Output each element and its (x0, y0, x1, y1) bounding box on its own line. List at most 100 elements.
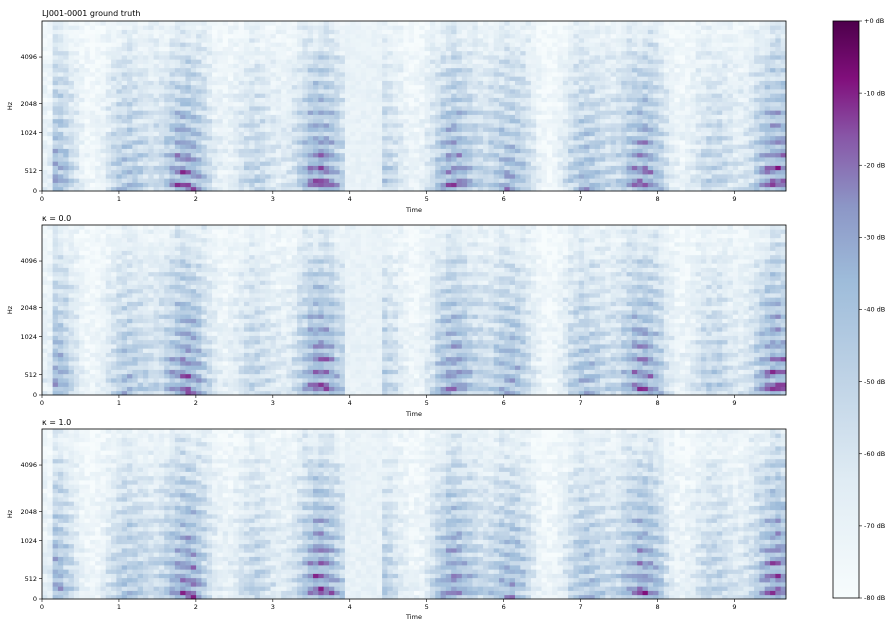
spectrogram-cell (121, 55, 128, 60)
spectrogram-cell (164, 93, 170, 98)
spectrogram-cell (562, 182, 569, 188)
spectrogram-cell (132, 123, 139, 128)
spectrogram-cell (429, 89, 436, 94)
spectrogram-cell (47, 165, 54, 171)
spectrogram-cell (217, 144, 224, 149)
spectrogram-cell (477, 72, 484, 77)
spectrogram-cell (73, 106, 80, 111)
spectrogram-cell (323, 106, 330, 111)
spectrogram-cell (127, 148, 133, 154)
spectrogram-cell (174, 84, 181, 90)
spectrogram-cell (637, 93, 643, 98)
spectrogram-cell (653, 148, 659, 154)
spectrogram-cell (158, 29, 165, 35)
spectrogram-cell (222, 152, 229, 158)
spectrogram-cell (674, 67, 681, 73)
spectrogram-cell (594, 55, 601, 60)
spectrogram-cell (366, 148, 372, 154)
spectrogram-cell (270, 67, 277, 73)
spectrogram-cell (493, 165, 500, 171)
spectrogram-cell (424, 140, 431, 145)
spectrogram-cell (350, 157, 356, 162)
spectrogram-cell (674, 55, 681, 60)
spectrogram-cell (440, 63, 447, 69)
spectrogram-cell (573, 42, 580, 47)
spectrogram-cell (196, 110, 202, 115)
spectrogram-cell (344, 127, 351, 132)
spectrogram-cell (408, 21, 415, 26)
spectrogram-cell (212, 29, 218, 35)
spectrogram-cell (562, 123, 569, 128)
spectrogram-cell (541, 123, 548, 128)
spectrogram-cell (440, 144, 447, 149)
spectrogram-cell (456, 131, 463, 137)
spectrogram-cell (164, 140, 170, 145)
spectrogram-cell (525, 76, 532, 81)
spectrogram-cell (153, 93, 160, 98)
spectrogram-cell (445, 144, 452, 149)
spectrogram-cell (536, 63, 542, 69)
spectrogram-cell (626, 93, 633, 98)
spectrogram-cell (323, 186, 330, 192)
spectrogram-cell (328, 144, 335, 149)
spectrogram-cell (600, 110, 606, 115)
spectrogram-cell (509, 110, 516, 115)
spectrogram-cell (637, 50, 643, 56)
spectrogram-cell (206, 72, 213, 77)
spectrogram-cell (360, 84, 367, 90)
spectrogram-cell (573, 25, 580, 30)
spectrogram-cell (79, 84, 85, 90)
spectrogram-cell (243, 29, 250, 35)
spectrogram-cell (217, 21, 224, 26)
spectrogram-cell (626, 59, 633, 64)
spectrogram-cell (584, 76, 590, 81)
spectrogram-cell (185, 110, 192, 115)
spectrogram-cell (307, 33, 314, 39)
spectrogram-cell (174, 42, 181, 47)
spectrogram-cell (690, 182, 697, 188)
spectrogram-cell (233, 33, 240, 39)
spectrogram-cell (206, 38, 213, 43)
spectrogram-cell (84, 38, 91, 43)
spectrogram-cell (387, 89, 394, 94)
spectrogram-cell (233, 21, 240, 26)
spectrogram-cell (679, 29, 686, 35)
spectrogram-cell (456, 169, 463, 175)
spectrogram-cell (642, 21, 649, 26)
spectrogram-cell (100, 148, 107, 154)
spectrogram-cell (408, 118, 415, 124)
spectrogram-cell (536, 152, 542, 158)
spectrogram-cell (339, 80, 346, 86)
spectrogram-cell (642, 127, 649, 132)
spectrogram-cell (530, 106, 537, 111)
spectrogram-cell (578, 33, 585, 39)
spectrogram-cell (653, 89, 659, 94)
spectrogram-cell (270, 161, 277, 166)
spectrogram-cell (546, 72, 553, 77)
spectrogram-cell (509, 127, 516, 132)
spectrogram-cell (493, 33, 500, 39)
spectrogram-cell (621, 63, 627, 69)
spectrogram-cell (222, 67, 229, 73)
spectrogram-cell (169, 178, 176, 183)
spectrogram-cell (546, 97, 553, 103)
spectrogram-cell (509, 84, 516, 90)
spectrogram-cell (142, 140, 149, 145)
spectrogram-cell (339, 84, 346, 90)
spectrogram-cell (456, 33, 463, 39)
spectrogram-cell (254, 46, 261, 52)
spectrogram-cell (695, 63, 702, 69)
spectrogram-cell (212, 76, 218, 81)
spectrogram-cell (249, 157, 255, 162)
spectrogram-cell (79, 38, 85, 43)
spectrogram-cell (243, 21, 250, 26)
spectrogram-cell (233, 101, 240, 107)
spectrogram-cell (158, 25, 165, 30)
spectrogram-cell (180, 76, 186, 81)
spectrogram-cell (568, 38, 574, 43)
spectrogram-cell (429, 101, 436, 107)
spectrogram-cell (52, 127, 59, 132)
spectrogram-cell (249, 152, 255, 158)
spectrogram-cell (328, 152, 335, 158)
spectrogram-cell (47, 123, 54, 128)
